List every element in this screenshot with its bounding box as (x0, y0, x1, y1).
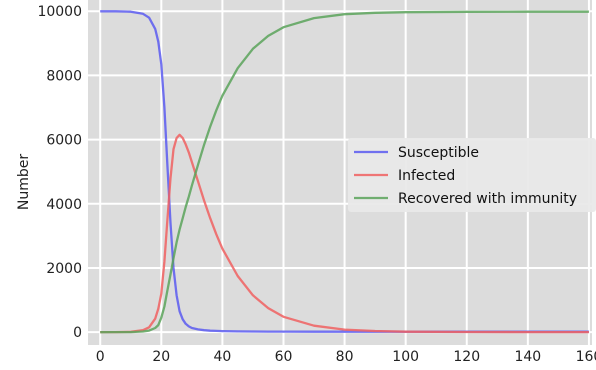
x-tick-label: 60 (275, 349, 293, 365)
x-tick-label: 20 (152, 349, 170, 365)
y-tick-label: 0 (73, 325, 82, 341)
y-tick-label: 8000 (46, 68, 82, 84)
y-tick-label: 6000 (46, 133, 82, 149)
y-axis-ticks: 0 2000 4000 6000 8000 10000 (37, 4, 82, 341)
x-axis-ticks: 0 20 40 60 80 100 120 140 160 (96, 349, 596, 365)
legend-entry-label: Susceptible (398, 145, 479, 161)
legend-entry-label: Infected (398, 168, 455, 184)
x-tick-label: 0 (96, 349, 105, 365)
x-tick-label: 160 (576, 349, 596, 365)
x-tick-label: 120 (453, 349, 480, 365)
x-tick-label: 100 (392, 349, 419, 365)
x-tick-label: 80 (336, 349, 354, 365)
y-tick-label: 4000 (46, 197, 82, 213)
series-lines (100, 10, 589, 334)
series-line-0 (100, 10, 589, 333)
y-axis-label: Number (16, 154, 32, 210)
x-tick-label: 140 (514, 349, 541, 365)
series-line-2 (100, 10, 589, 334)
legend-entry-label: Recovered with immunity (398, 191, 577, 207)
y-tick-label: 2000 (46, 261, 82, 277)
series-line-1 (100, 133, 589, 334)
legend-box (348, 138, 596, 212)
y-tick-label: 10000 (37, 4, 82, 20)
legend: Susceptible Infected Recovered with immuni… (348, 138, 596, 212)
x-tick-label: 40 (213, 349, 231, 365)
